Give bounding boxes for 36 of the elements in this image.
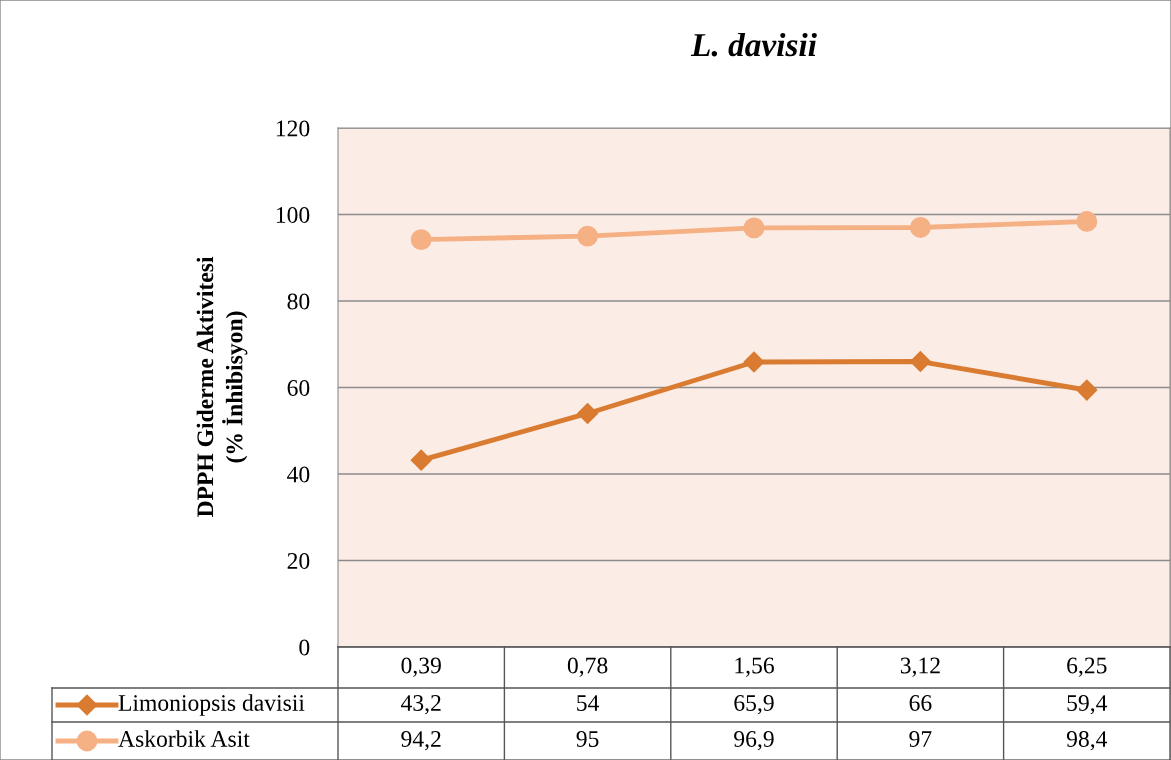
legend-label: Askorbik Asit bbox=[118, 730, 250, 747]
data-label: 65,9 bbox=[734, 695, 774, 715]
y-tick-label: 80 bbox=[287, 293, 310, 310]
y-tick-label: 40 bbox=[287, 466, 310, 483]
y-tick-label: 60 bbox=[287, 379, 310, 396]
x-tick-label: 0,78 bbox=[567, 657, 608, 677]
legend-label: Limoniopsis davisii bbox=[118, 694, 305, 716]
point bbox=[410, 229, 432, 251]
data-label: 59,4 bbox=[1067, 695, 1108, 715]
data-label: 95 bbox=[576, 731, 599, 747]
point bbox=[1076, 211, 1098, 232]
data-label: 66 bbox=[909, 695, 932, 711]
point bbox=[909, 217, 931, 238]
y-tick-label: 0 bbox=[299, 639, 310, 656]
data-label: 97 bbox=[909, 731, 932, 747]
point bbox=[410, 449, 432, 471]
point bbox=[577, 225, 599, 247]
data-label: 98,4 bbox=[1066, 730, 1108, 751]
y-axis-title: DPPH Giderme Aktivitesi (% İnhibisyon) bbox=[196, 256, 248, 518]
data-label: 94,2 bbox=[401, 731, 441, 751]
point bbox=[743, 217, 765, 239]
data-label: 96,9 bbox=[734, 731, 774, 751]
y-tick-label: 100 bbox=[276, 206, 310, 223]
data-label: 43,2 bbox=[401, 695, 441, 715]
point bbox=[909, 351, 931, 373]
data-label: 54 bbox=[577, 695, 600, 711]
chart-title: L. davisii bbox=[690, 32, 817, 57]
y-tick-label: 20 bbox=[287, 552, 310, 569]
x-tick-label: 6,25 bbox=[1067, 657, 1107, 677]
x-tick-label: 1,56 bbox=[735, 657, 774, 677]
point bbox=[1076, 379, 1098, 401]
y-tick-label: 120 bbox=[276, 120, 310, 137]
x-tick-label: 0,39 bbox=[401, 657, 441, 677]
point bbox=[743, 351, 765, 373]
x-tick-label: 3,12 bbox=[900, 657, 940, 677]
point bbox=[577, 402, 599, 424]
